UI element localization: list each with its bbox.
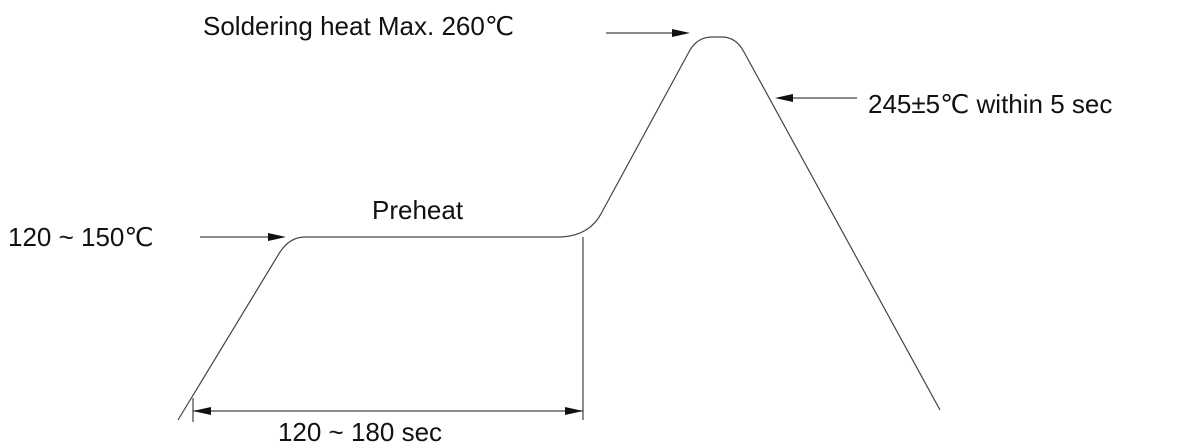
dimension-arrowhead-left bbox=[193, 407, 211, 415]
reflow-arrowhead bbox=[775, 94, 793, 102]
reflow-label: 245±5℃ within 5 sec bbox=[868, 89, 1112, 119]
peak-label: Soldering heat Max. 260℃ bbox=[203, 11, 514, 41]
preheat-temp-label: 120 ~ 150℃ bbox=[8, 222, 154, 252]
dimension-arrowhead-right bbox=[565, 407, 583, 415]
profile-curve bbox=[177, 36, 941, 421]
preheat-temp-arrowhead bbox=[268, 233, 286, 241]
preheat-label: Preheat bbox=[372, 195, 464, 225]
peak-arrowhead bbox=[672, 29, 690, 37]
preheat-time-label: 120 ~ 180 sec bbox=[278, 417, 442, 446]
